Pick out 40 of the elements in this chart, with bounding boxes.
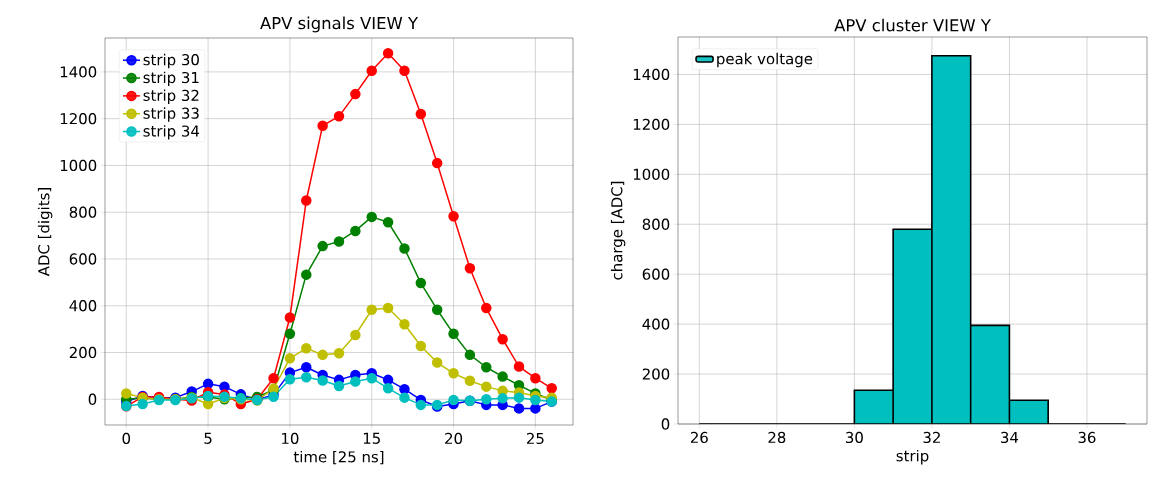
legend-label: strip 30 (143, 53, 199, 69)
x-tick-label: 32 (923, 431, 940, 444)
x-tick-label: 10 (282, 432, 299, 445)
x-tick-label: 0 (122, 432, 131, 445)
y-tick-label: 1200 (60, 113, 97, 125)
legend-label: strip 31 (143, 71, 199, 87)
x-tick-label: 25 (526, 432, 544, 445)
x-tick-label: 36 (1078, 431, 1096, 444)
y-tick-label: 1400 (633, 68, 670, 81)
y-tick-label: 400 (642, 318, 670, 330)
y-tick-label: 800 (642, 218, 670, 230)
x-axis-title: strip (896, 449, 929, 465)
y-tick-label: 1000 (60, 159, 97, 172)
y-tick-label: 0 (661, 418, 670, 430)
y-tick-label: 0 (88, 393, 97, 405)
x-tick-label: 28 (768, 431, 786, 444)
y-tick-label: 400 (69, 300, 97, 312)
y-tick-label: 600 (69, 253, 97, 265)
y-tick-label: 200 (69, 346, 97, 359)
x-tick-label: 30 (846, 431, 863, 444)
x-axis-title: time [25 ns] (293, 450, 384, 465)
chart-title: APV signals VIEW Y (260, 16, 419, 33)
chart-title: APV cluster VIEW Y (834, 18, 991, 32)
x-tick-label: 26 (690, 431, 708, 444)
y-tick-label: 1200 (633, 118, 670, 131)
x-tick-label: 5 (204, 432, 212, 444)
x-tick-label: 34 (1001, 431, 1019, 444)
legend-label: strip 34 (143, 125, 200, 140)
x-tick-label: 15 (363, 432, 380, 444)
y-tick-label: 1400 (60, 66, 97, 78)
y-tick-label: 600 (642, 268, 670, 280)
y-axis-title: charge [ADC] (610, 181, 626, 280)
y-tick-label: 200 (642, 368, 670, 380)
legend-label: peak voltage (717, 52, 813, 68)
x-tick-label: 20 (445, 432, 463, 445)
legend-label: strip 32 (143, 89, 199, 104)
y-tick-label: 1000 (633, 168, 670, 180)
y-tick-label: 800 (69, 206, 97, 218)
legend-label: strip 33 (143, 107, 199, 122)
y-axis-title: ADC [digits] (37, 188, 53, 277)
